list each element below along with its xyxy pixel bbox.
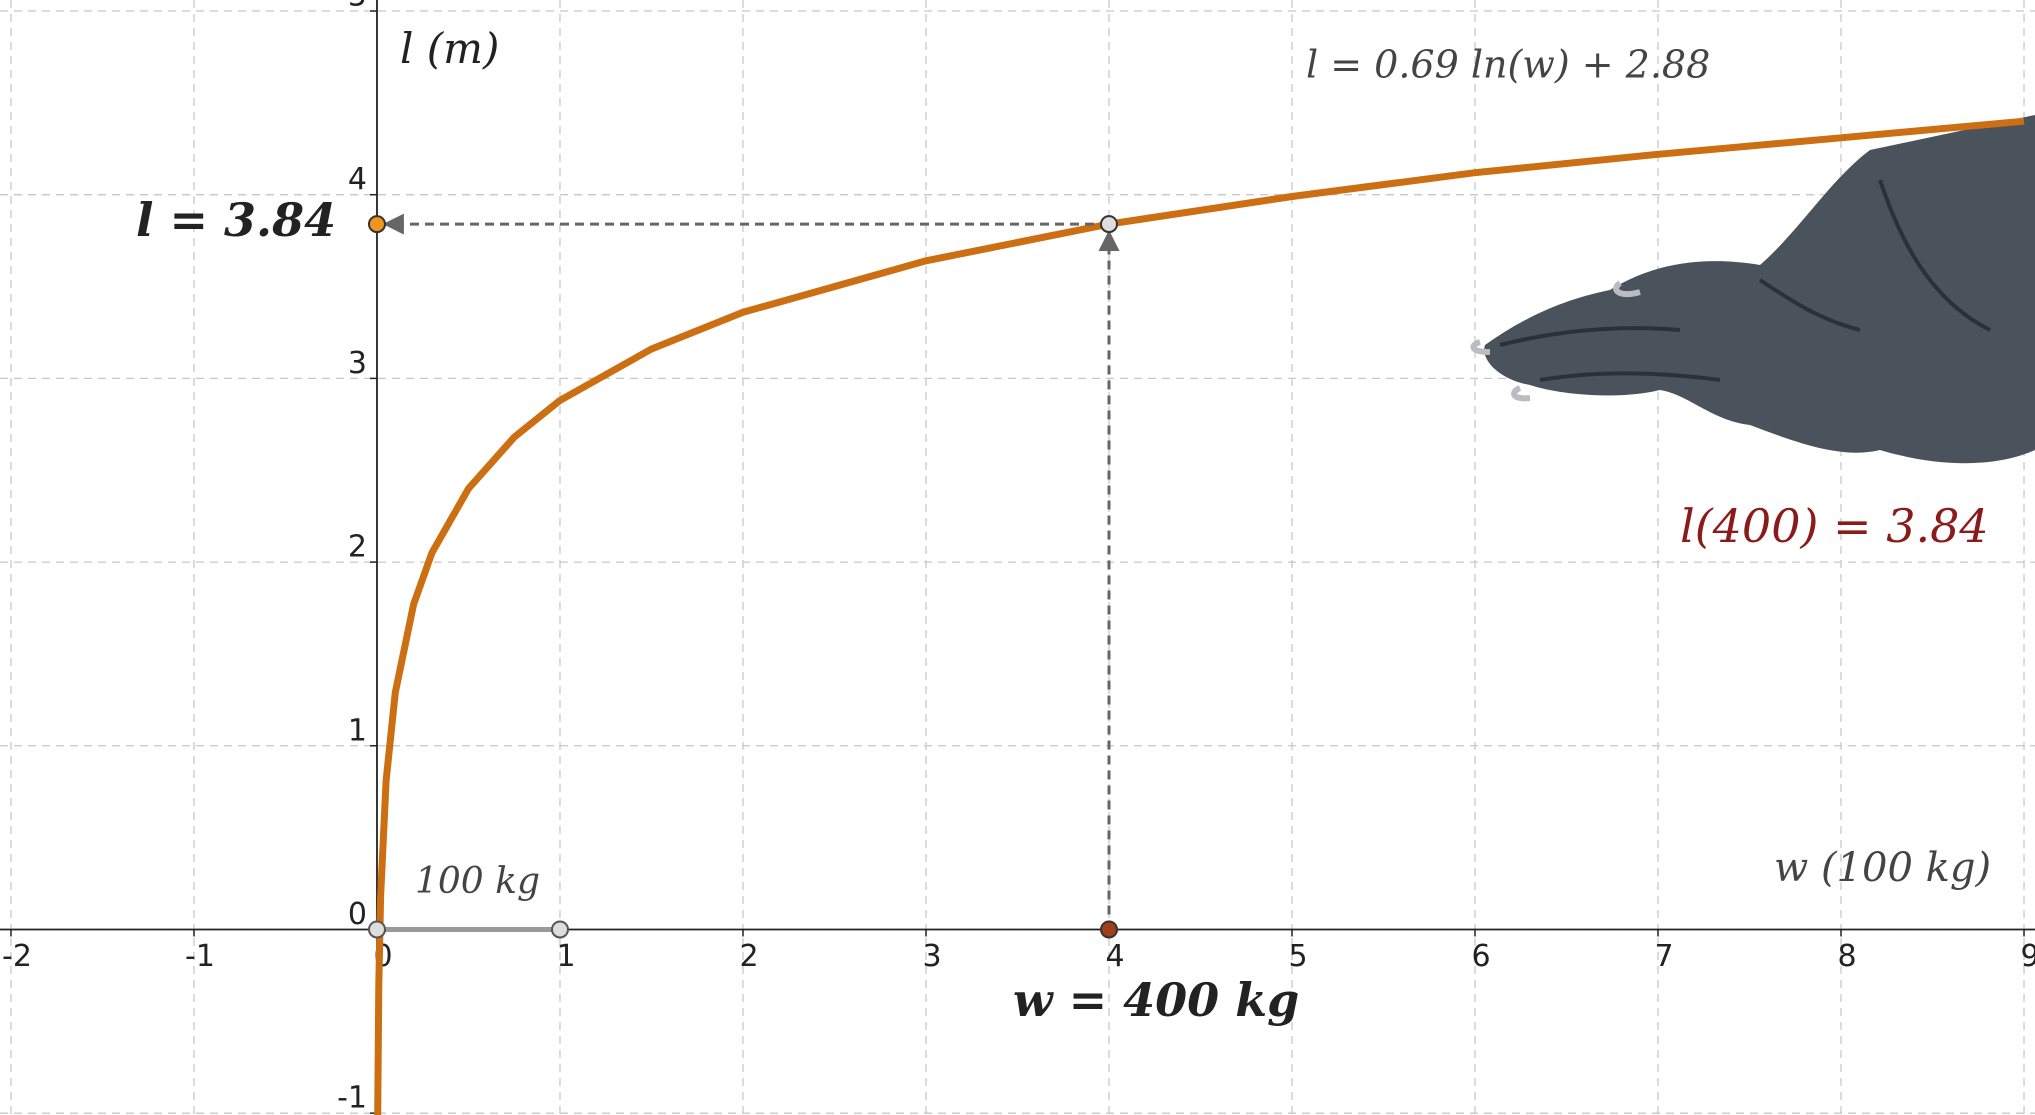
x-tick-label: -1 bbox=[185, 939, 215, 974]
l-point bbox=[367, 215, 386, 234]
y-tick-label: 1 bbox=[348, 713, 367, 748]
segment-endpoint bbox=[367, 920, 386, 939]
x-tick-label: 3 bbox=[922, 939, 941, 974]
segment-endpoint bbox=[550, 920, 569, 939]
function-value-label: l(400) = 3.84 bbox=[1680, 499, 1989, 553]
y-tick-label: 5 bbox=[348, 0, 367, 14]
y-axis-label: l (m) bbox=[400, 24, 499, 73]
w-point bbox=[1100, 920, 1119, 939]
y-tick-label: -1 bbox=[337, 1081, 367, 1115]
x-tick-label: 6 bbox=[1471, 939, 1490, 974]
x-tick-label: 1 bbox=[556, 939, 575, 974]
x-tick-label: 5 bbox=[1288, 939, 1307, 974]
x-tick-label: 4 bbox=[1105, 939, 1124, 974]
x-tick-label: 2 bbox=[739, 939, 758, 974]
x-tick-label: 8 bbox=[1837, 939, 1856, 974]
segment-label: 100 kg bbox=[415, 861, 540, 902]
y-tick-label: 3 bbox=[348, 346, 367, 381]
curve-point bbox=[1100, 215, 1119, 234]
y-tick-label: 4 bbox=[348, 162, 367, 197]
x-tick-label: 7 bbox=[1654, 939, 1673, 974]
equation-label: l = 0.69 ln(w) + 2.88 bbox=[1306, 43, 1710, 87]
crocodile-illustration bbox=[1470, 115, 2035, 464]
w-value-label: w = 400 kg bbox=[1013, 973, 1299, 1027]
y-tick-label: 0 bbox=[348, 897, 367, 932]
x-tick-label: -2 bbox=[2, 939, 32, 974]
l-value-label: l = 3.84 bbox=[136, 193, 336, 247]
function-curve bbox=[374, 117, 2025, 1115]
x-axis-label: w (100 kg) bbox=[1774, 845, 1991, 891]
x-tick-label: 9 bbox=[2020, 939, 2035, 974]
y-tick-label: 2 bbox=[348, 530, 367, 565]
